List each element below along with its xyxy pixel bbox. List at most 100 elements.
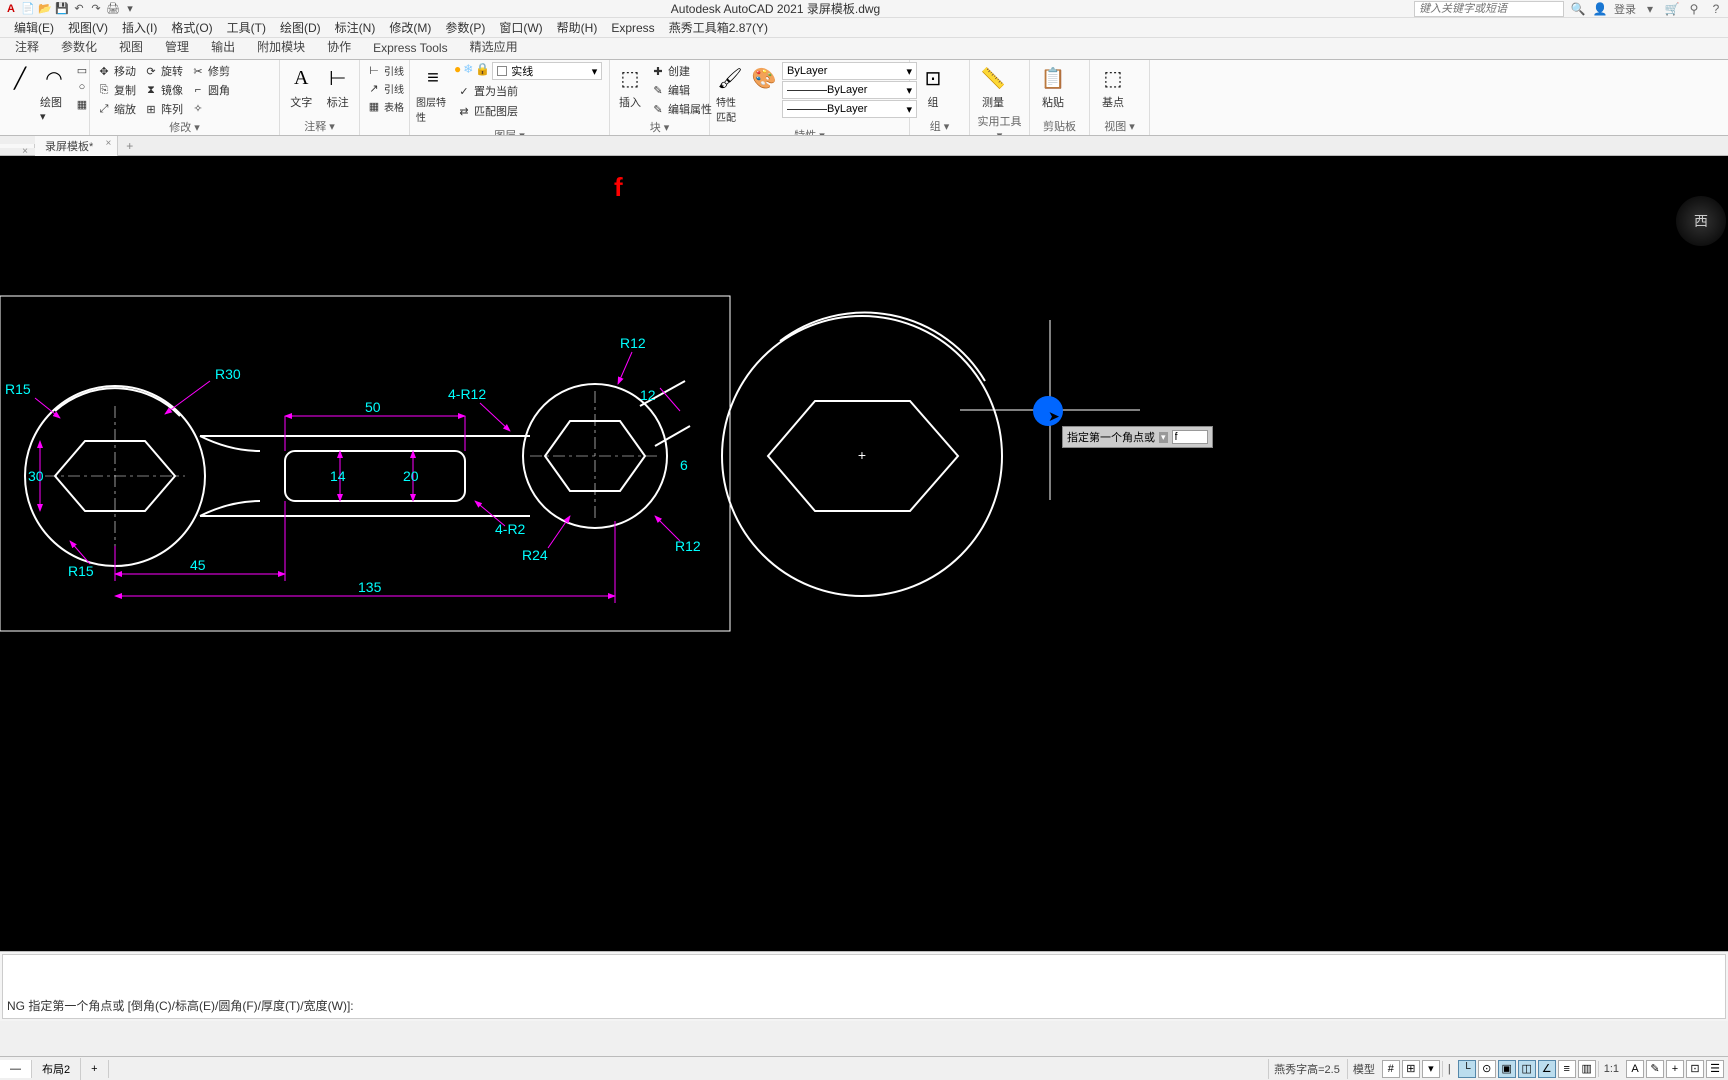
search-input[interactable]: [1414, 1, 1564, 17]
cart-icon[interactable]: 🛒: [1664, 1, 1680, 17]
btn-arc[interactable]: ◠绘图 ▾: [38, 62, 70, 125]
btn-matchprops[interactable]: 🖌特性匹配: [714, 62, 746, 126]
file-tab-add[interactable]: +: [118, 137, 141, 155]
lweight-combo[interactable]: ByLayer▾: [782, 100, 917, 118]
status-grid-icon[interactable]: #: [1382, 1060, 1400, 1078]
status-scale[interactable]: 1:1: [1598, 1061, 1624, 1077]
status-ortho-icon[interactable]: └: [1458, 1060, 1476, 1078]
login-label[interactable]: 登录: [1614, 1, 1636, 17]
menu-yanxiu[interactable]: 燕秀工具箱2.87(Y): [663, 17, 774, 38]
lock-icon[interactable]: 🔒: [475, 62, 490, 80]
bulb-icon[interactable]: ●: [454, 62, 461, 80]
btn-dim[interactable]: ⊢标注: [321, 62, 356, 112]
view-cube[interactable]: 西: [1676, 196, 1726, 246]
btn-trim[interactable]: ✂修剪: [188, 62, 233, 80]
status-3dosnap-icon[interactable]: ◫: [1518, 1060, 1536, 1078]
prompt-input[interactable]: [1172, 430, 1208, 444]
btn-layerprops[interactable]: ≡图层特性: [414, 62, 452, 126]
command-line[interactable]: NG 指定第一个角点或 [倒角(C)/标高(E)/圆角(F)/厚度(T)/宽度(…: [2, 954, 1726, 1019]
btn-colorwheel[interactable]: 🎨: [748, 62, 780, 94]
btn-fillet[interactable]: ⌐圆角: [188, 81, 233, 99]
btn-table[interactable]: ▦表格: [364, 98, 407, 115]
btn-line[interactable]: ╱: [4, 62, 36, 94]
btn-linear[interactable]: ⊢引线: [364, 62, 407, 79]
btn-leader[interactable]: ↗引线: [364, 80, 407, 97]
menu-express[interactable]: Express: [605, 19, 660, 37]
close-icon[interactable]: ×: [105, 138, 111, 149]
btn-matchlayer[interactable]: ⇄匹配图层: [454, 102, 602, 120]
rtab-param[interactable]: 参数化: [50, 34, 108, 59]
status-plus-icon[interactable]: +: [1666, 1060, 1684, 1078]
status-lweight-icon[interactable]: ≡: [1558, 1060, 1576, 1078]
btn-array[interactable]: ⊞阵列: [141, 100, 186, 118]
btn-circle[interactable]: ○: [72, 79, 92, 95]
status-snap-icon[interactable]: ⊞: [1402, 1060, 1420, 1078]
file-tab-0[interactable]: ×: [0, 144, 35, 148]
layout-tab-add[interactable]: +: [81, 1060, 108, 1078]
rtab-annot[interactable]: 注释: [4, 34, 50, 59]
status-iso-icon[interactable]: ⊡: [1686, 1060, 1704, 1078]
rtab-featured[interactable]: 精选应用: [459, 34, 529, 59]
ribbon: ╱ ◠绘图 ▾ ▭ ○ ▦ ✥移动 ⎘复制 ⤢缩放 ⟳旋转 ⧗镜像 ⊞阵列 ✂修…: [0, 60, 1728, 136]
status-menu-icon[interactable]: ☰: [1706, 1060, 1724, 1078]
help-icon[interactable]: ?: [1708, 1, 1724, 17]
layout-tab-0[interactable]: —: [0, 1060, 32, 1078]
close-icon[interactable]: ×: [22, 146, 28, 157]
btn-explode[interactable]: ✧: [188, 100, 233, 116]
status-osnap-icon[interactable]: ▣: [1498, 1060, 1516, 1078]
file-tab-1[interactable]: 录屏模板*×: [35, 136, 118, 156]
status-annoscale-icon[interactable]: A: [1626, 1060, 1644, 1078]
menu-modify[interactable]: 修改(M): [383, 17, 437, 38]
color-combo[interactable]: ByLayer▾: [782, 62, 917, 80]
rtab-output[interactable]: 输出: [200, 34, 246, 59]
rtab-manage[interactable]: 管理: [154, 34, 200, 59]
btn-move[interactable]: ✥移动: [94, 62, 139, 80]
btn-editattr[interactable]: ✎编辑属性: [648, 100, 715, 118]
btn-measure[interactable]: 📏测量: [974, 62, 1012, 112]
ltype-combo[interactable]: ByLayer▾: [782, 81, 917, 99]
status-transparency-icon[interactable]: ▥: [1578, 1060, 1596, 1078]
btn-hatch[interactable]: ▦: [72, 96, 92, 112]
qat-redo-icon[interactable]: ↷: [89, 2, 103, 16]
rtab-express[interactable]: Express Tools: [362, 37, 458, 59]
qat-save-icon[interactable]: 💾: [55, 2, 69, 16]
user-icon[interactable]: 👤: [1592, 1, 1608, 17]
status-gizmo-icon[interactable]: ▾: [1422, 1060, 1440, 1078]
btn-stretch[interactable]: ⤢缩放: [94, 100, 139, 118]
qat-open-icon[interactable]: 📂: [38, 2, 52, 16]
btn-mirror[interactable]: ⧗镜像: [141, 81, 186, 99]
status-gear-icon[interactable]: ✎: [1646, 1060, 1664, 1078]
btn-edit-block[interactable]: ✎编辑: [648, 81, 715, 99]
btn-copy[interactable]: ⎘复制: [94, 81, 139, 99]
btn-rotate[interactable]: ⟳旋转: [141, 62, 186, 80]
qat-more-icon[interactable]: ▾: [123, 2, 137, 16]
qat-new-icon[interactable]: 📄: [21, 2, 35, 16]
qat-print-icon[interactable]: 🖨: [106, 2, 120, 16]
svg-text:30: 30: [28, 468, 44, 484]
rtab-collab[interactable]: 协作: [316, 34, 362, 59]
btn-base[interactable]: ⬚基点: [1094, 62, 1132, 112]
btn-group[interactable]: ⊡组: [914, 62, 952, 112]
status-polar-icon[interactable]: ⊙: [1478, 1060, 1496, 1078]
drawing-canvas[interactable]: f: [0, 156, 1728, 951]
dropdown-icon[interactable]: ▾: [1642, 1, 1658, 17]
layout-tab-1[interactable]: 布局2: [32, 1058, 81, 1080]
rtab-addins[interactable]: 附加模块: [246, 34, 316, 59]
btn-setcurrent[interactable]: ✓置为当前: [454, 82, 602, 100]
btn-insert[interactable]: ⬚插入: [614, 62, 646, 112]
btn-text[interactable]: A文字: [284, 62, 319, 112]
rtab-view[interactable]: 视图: [108, 34, 154, 59]
status-otrack-icon[interactable]: ∠: [1538, 1060, 1556, 1078]
btn-rect[interactable]: ▭: [72, 62, 92, 78]
btn-paste[interactable]: 📋粘贴: [1034, 62, 1072, 112]
freeze-icon[interactable]: ❄: [463, 62, 473, 80]
search-icon[interactable]: 🔍: [1570, 1, 1586, 17]
qat-app-icon[interactable]: A: [4, 2, 18, 16]
share-icon[interactable]: ⚲: [1686, 1, 1702, 17]
menu-help[interactable]: 帮助(H): [551, 17, 604, 38]
layer-combo[interactable]: 实线▾: [492, 62, 602, 80]
btn-create-block[interactable]: ✚创建: [648, 62, 715, 80]
prompt-dropdown-icon[interactable]: ▾: [1159, 432, 1168, 443]
status-model[interactable]: 模型: [1347, 1059, 1380, 1079]
qat-undo-icon[interactable]: ↶: [72, 2, 86, 16]
